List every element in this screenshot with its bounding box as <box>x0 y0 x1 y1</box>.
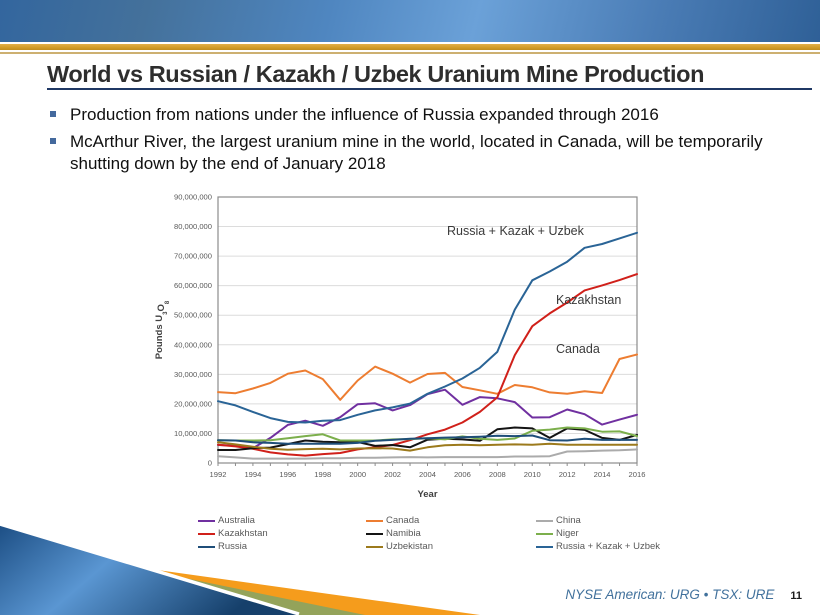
legend-line-swatch <box>366 532 383 535</box>
legend-label: Niger <box>556 528 579 539</box>
series-annotation: Kazakhstan <box>556 293 621 307</box>
series-annotation: Canada <box>556 342 600 356</box>
legend-line-swatch <box>198 519 215 522</box>
legend-line-swatch <box>366 519 383 522</box>
svg-text:1994: 1994 <box>244 470 261 479</box>
svg-text:30,000,000: 30,000,000 <box>174 370 212 379</box>
legend-line-swatch <box>536 532 553 535</box>
svg-text:80,000,000: 80,000,000 <box>174 222 212 231</box>
svg-text:60,000,000: 60,000,000 <box>174 281 212 290</box>
svg-text:50,000,000: 50,000,000 <box>174 311 212 320</box>
svg-text:2008: 2008 <box>489 470 506 479</box>
gold-stripe <box>0 44 820 50</box>
svg-text:70,000,000: 70,000,000 <box>174 252 212 261</box>
bullet-item: Production from nations under the influe… <box>50 104 780 126</box>
top-banner <box>0 0 820 42</box>
legend-label: Australia <box>218 515 255 526</box>
svg-text:1996: 1996 <box>279 470 296 479</box>
legend-label: Russia + Kazak + Uzbek <box>556 541 661 552</box>
bullet-text: Production from nations under the influe… <box>70 105 659 124</box>
legend-line-swatch <box>198 545 215 548</box>
legend-item: Russia <box>198 540 366 553</box>
svg-text:10,000,000: 10,000,000 <box>174 429 212 438</box>
chart-canvas: 0 10,000,000 20,000,000 30,000,000 40,000,00… <box>154 193 646 501</box>
svg-text:90,000,000: 90,000,000 <box>174 193 212 202</box>
page-number: 11 <box>790 590 802 602</box>
ticker-text: NYSE American: URG • TSX: URE <box>565 587 775 602</box>
svg-text:2010: 2010 <box>524 470 541 479</box>
bullet-list: Production from nations under the influe… <box>50 104 780 179</box>
chart-legend: Australia Canada China Kazakhstan Namibia Nig… <box>198 514 718 553</box>
legend-item: Canada <box>366 514 536 527</box>
legend-line-swatch <box>536 545 553 548</box>
legend-item: Namibia <box>366 527 536 540</box>
series-annotation: Russia + Kazak + Uzbek <box>447 224 585 238</box>
slide-title: World vs Russian / Kazakh / Uzbek Uraniu… <box>47 61 705 87</box>
legend-line-swatch <box>198 532 215 535</box>
svg-text:2000: 2000 <box>349 470 366 479</box>
legend-label: Namibia <box>386 528 421 539</box>
svg-text:2016: 2016 <box>629 470 646 479</box>
bullet-square-icon <box>50 111 56 117</box>
svg-text:Year: Year <box>417 489 437 500</box>
svg-text:Pounds U3O8: Pounds U3O8 <box>154 300 171 359</box>
svg-text:2004: 2004 <box>419 470 436 479</box>
legend-label: Kazakhstan <box>218 528 268 539</box>
svg-text:2012: 2012 <box>559 470 576 479</box>
legend-label: Canada <box>386 515 420 526</box>
bullet-square-icon <box>50 137 56 144</box>
legend-item: Australia <box>198 514 366 527</box>
legend-item: Kazakhstan <box>198 527 366 540</box>
svg-text:20,000,000: 20,000,000 <box>174 399 212 408</box>
svg-text:2014: 2014 <box>594 470 611 479</box>
svg-text:2002: 2002 <box>384 470 401 479</box>
bullet-text: McArthur River, the largest uranium mine… <box>70 131 763 173</box>
legend-item: Niger <box>536 527 718 540</box>
slide-footer: NYSE American: URG • TSX: URE 11 <box>565 587 802 602</box>
svg-text:40,000,000: 40,000,000 <box>174 340 212 349</box>
legend-item: Russia + Kazak + Uzbek <box>536 540 718 553</box>
svg-text:1998: 1998 <box>314 470 331 479</box>
gold-stripe-thin <box>0 52 820 54</box>
legend-item: Uzbekistan <box>366 540 536 553</box>
svg-text:1992: 1992 <box>210 470 227 479</box>
bullet-item: McArthur River, the largest uranium mine… <box>50 131 780 175</box>
legend-label: China <box>556 515 581 526</box>
title-underline <box>47 88 812 90</box>
uranium-production-chart: 0 10,000,000 20,000,000 30,000,000 40,000,00… <box>148 192 668 512</box>
legend-label: Uzbekistan <box>386 541 433 552</box>
legend-line-swatch <box>536 519 553 522</box>
legend-item: China <box>536 514 718 527</box>
legend-line-swatch <box>366 545 383 548</box>
svg-text:0: 0 <box>208 459 212 468</box>
svg-text:2006: 2006 <box>454 470 471 479</box>
legend-label: Russia <box>218 541 248 552</box>
